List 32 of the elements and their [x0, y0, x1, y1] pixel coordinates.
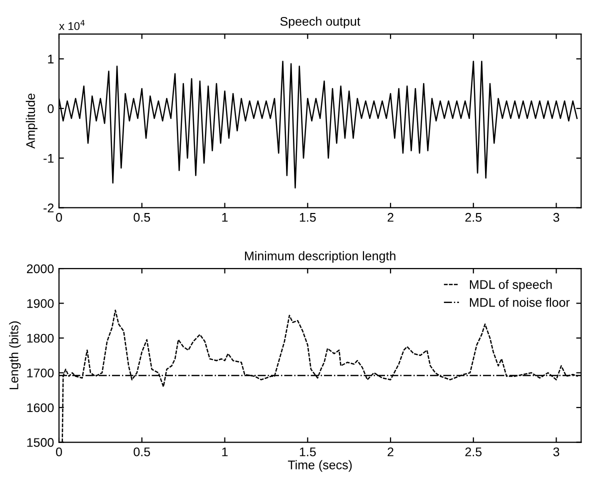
x-tick-label: 1	[222, 213, 228, 222]
y-tick-label: 1500	[27, 438, 54, 447]
y-tick-label: 1800	[27, 334, 54, 343]
text: x 10$^{4}$	[59, 20, 85, 30]
chart-title: Minimum description length	[245, 251, 396, 263]
x-tick-label: 1.5	[300, 213, 316, 222]
x-tick-label: 2.5	[465, 447, 482, 456]
y-axis-title: Amplitude	[26, 94, 38, 149]
x-tick-label: 3	[553, 447, 560, 456]
legend-label: MDL of speech	[470, 280, 552, 292]
y-tick-label: 1900	[27, 299, 54, 308]
y-tick-label: -1	[44, 154, 54, 163]
x-tick-label: 0.5	[134, 447, 150, 456]
y-tick-label: 1	[48, 54, 54, 64]
x-axis-title: Time (secs)	[288, 460, 352, 472]
y-tick-label: 2000	[26, 264, 54, 274]
chart-title: Speech output	[280, 16, 360, 28]
x-tick-label: 0	[56, 212, 62, 222]
y-tick-label: 0	[48, 104, 54, 114]
y-tick-label: 1600	[27, 403, 54, 412]
x-tick-label: 0	[56, 447, 62, 456]
x-tick-label: 2.5	[465, 212, 482, 222]
x-tick-label: 1.5	[300, 448, 316, 456]
legend-label: MDL of noise floor	[470, 298, 570, 307]
y-tick-label: 1700	[27, 368, 54, 378]
x-tick-label: 3	[553, 212, 560, 222]
x-tick-label: 1	[222, 448, 228, 456]
y-tick-label: -2	[44, 204, 54, 212]
x-tick-label: 2	[388, 212, 394, 222]
y-axis-title: Length (bits)	[9, 321, 21, 390]
x-tick-label: 0.5	[134, 212, 150, 222]
x-tick-label: 2	[388, 447, 394, 456]
